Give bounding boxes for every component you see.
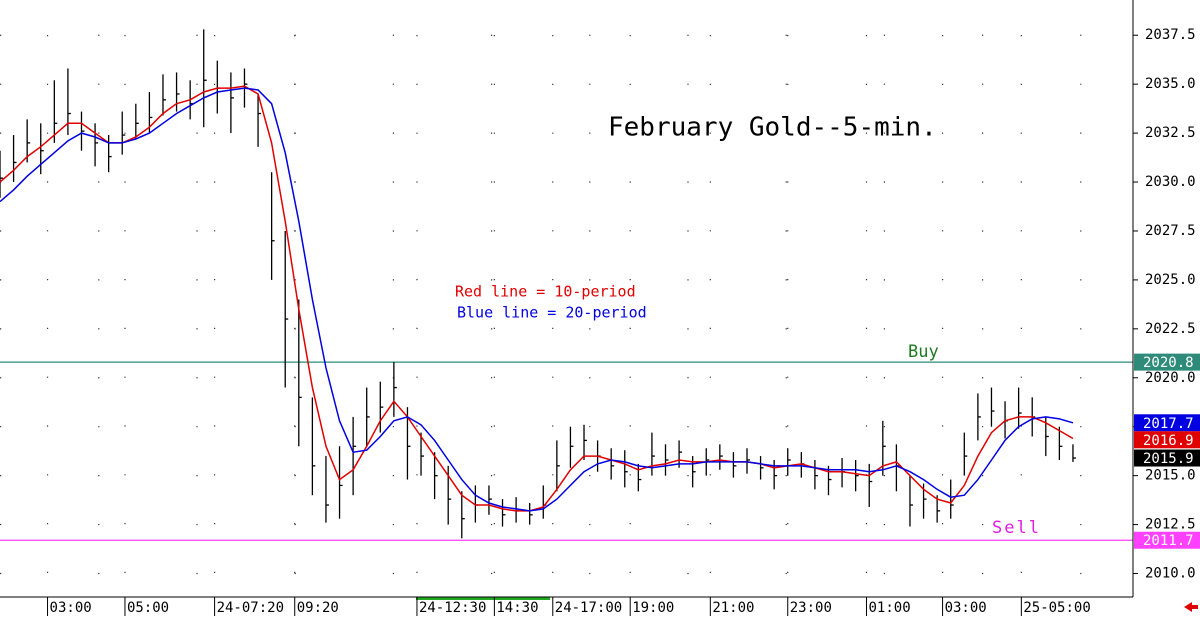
chart-title: February Gold--5-min. [608,113,937,143]
ma-line [0,87,1074,512]
y-tick-label: 2025.0 [1145,272,1196,288]
x-tick-label: 09:20 [297,600,339,616]
session-highlight [416,597,550,600]
y-tick-label: 2037.5 [1145,27,1196,43]
x-tick-label: 19:00 [632,600,674,616]
price-box [1134,449,1200,467]
legend-entry: Red line = 10-period [455,283,636,301]
price-box-label: 2020.8 [1143,355,1194,371]
x-tick-label: 24-17:00 [555,600,622,616]
y-tick-label: 2015.0 [1145,468,1196,484]
x-tick-label: 23:00 [790,600,832,616]
scroll-arrow[interactable] [1184,602,1198,612]
x-tick-label: 05:00 [127,600,169,616]
price-box-label: 2015.9 [1143,451,1194,467]
x-tick-label: 24-07:20 [217,600,284,616]
price-box-label: 2011.7 [1143,533,1194,549]
y-tick-label: 2012.5 [1145,517,1196,533]
x-tick-label: 24-12:30 [419,600,486,616]
y-tick-label: 2022.5 [1145,321,1196,337]
price-box [1134,531,1200,549]
y-tick-label: 2027.5 [1145,223,1196,239]
level-label: Sell [992,518,1041,538]
y-tick-label: 2032.5 [1145,125,1196,141]
price-box [1134,431,1200,449]
y-tick-label: 2010.0 [1145,566,1196,582]
level-label: Buy [908,342,939,362]
x-tick-label: 03:00 [945,600,987,616]
x-tick-label: 01:00 [869,600,911,616]
price-box-label: 2016.9 [1143,433,1194,449]
x-tick-label: 25-05:00 [1023,600,1090,616]
price-box [1134,414,1200,432]
x-tick-label: 21:00 [712,600,754,616]
ma-line [0,85,1074,512]
legend-entry: Blue line = 20-period [457,304,647,322]
x-tick-label: 03:00 [50,600,92,616]
y-tick-label: 2035.0 [1145,76,1196,92]
price-box-label: 2017.7 [1143,416,1194,432]
price-box [1134,353,1200,371]
y-tick-label: 2020.0 [1145,370,1196,386]
y-tick-label: 2030.0 [1145,174,1196,190]
x-tick-label: 14:30 [496,600,538,616]
